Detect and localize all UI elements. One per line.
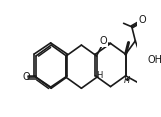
Text: H: H (96, 71, 102, 80)
Text: O: O (22, 72, 30, 82)
Text: OH: OH (148, 55, 161, 65)
Text: H: H (124, 76, 130, 85)
Text: O: O (100, 36, 107, 46)
Text: O: O (138, 15, 146, 25)
